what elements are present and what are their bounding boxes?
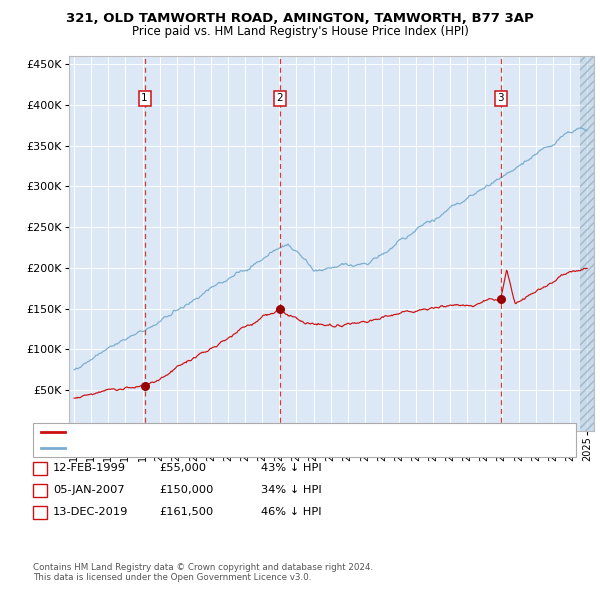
Text: Price paid vs. HM Land Registry's House Price Index (HPI): Price paid vs. HM Land Registry's House … bbox=[131, 25, 469, 38]
Text: 2: 2 bbox=[277, 93, 283, 103]
Text: 321, OLD TAMWORTH ROAD, AMINGTON, TAMWORTH, B77 3AP: 321, OLD TAMWORTH ROAD, AMINGTON, TAMWOR… bbox=[66, 12, 534, 25]
Bar bbox=[580, 56, 594, 431]
Text: 1: 1 bbox=[141, 93, 148, 103]
Text: 43% ↓ HPI: 43% ↓ HPI bbox=[261, 464, 322, 473]
Text: 321, OLD TAMWORTH ROAD, AMINGTON, TAMWORTH, B77 3AP (detached house): 321, OLD TAMWORTH ROAD, AMINGTON, TAMWOR… bbox=[68, 427, 465, 437]
Text: Contains HM Land Registry data © Crown copyright and database right 2024.
This d: Contains HM Land Registry data © Crown c… bbox=[33, 563, 373, 582]
Text: 46% ↓ HPI: 46% ↓ HPI bbox=[261, 507, 322, 517]
Text: 12-FEB-1999: 12-FEB-1999 bbox=[53, 464, 126, 473]
Text: 2: 2 bbox=[37, 486, 44, 495]
Text: HPI: Average price, detached house, Tamworth: HPI: Average price, detached house, Tamw… bbox=[68, 443, 297, 453]
Bar bbox=[580, 56, 594, 431]
Text: £55,000: £55,000 bbox=[159, 464, 206, 473]
Text: 1: 1 bbox=[37, 464, 44, 473]
Text: 3: 3 bbox=[37, 507, 44, 517]
Text: 3: 3 bbox=[497, 93, 504, 103]
Text: 05-JAN-2007: 05-JAN-2007 bbox=[53, 486, 124, 495]
Text: 13-DEC-2019: 13-DEC-2019 bbox=[53, 507, 128, 517]
Text: £161,500: £161,500 bbox=[159, 507, 213, 517]
Text: 34% ↓ HPI: 34% ↓ HPI bbox=[261, 486, 322, 495]
Text: £150,000: £150,000 bbox=[159, 486, 214, 495]
